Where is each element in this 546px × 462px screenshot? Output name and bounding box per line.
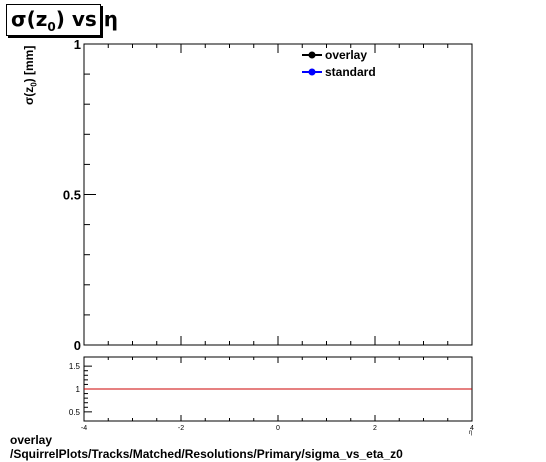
main-x-axis	[83, 44, 473, 345]
ratio-x-axis: -4 -2 0 2 4	[81, 357, 474, 432]
chart-title-box: σ(z0) vs η	[6, 4, 118, 36]
main-y-tick-label: 0	[74, 338, 81, 353]
ratio-y-tick-label: 1.5	[69, 362, 81, 371]
legend-item-standard: standard	[302, 65, 376, 79]
main-plot-frame	[83, 43, 473, 346]
ratio-x-tick-label: 0	[276, 425, 280, 432]
legend: overlay standard	[302, 48, 376, 79]
main-y-tick-label: 0.5	[63, 188, 81, 203]
chart-title: σ(z0) vs η	[11, 7, 118, 34]
legend-marker-standard	[308, 68, 316, 76]
footer-line-2: /SquirrelPlots/Tracks/Matched/Resolution…	[10, 447, 403, 461]
ratio-y-tick-label: 0.5	[69, 408, 81, 417]
x-axis-label-stub: η	[469, 430, 472, 436]
legend-label-overlay: overlay	[325, 48, 367, 62]
ratio-x-tick-label: -2	[178, 425, 184, 432]
ratio-x-tick-label: 2	[373, 425, 377, 432]
footer-line-1: overlay	[10, 433, 53, 447]
ratio-x-tick-label: -4	[81, 425, 87, 432]
main-y-axis: 00.51	[63, 37, 96, 353]
legend-item-overlay: overlay	[302, 48, 367, 62]
ratio-y-tick-label: 1	[76, 385, 81, 394]
ratio-x-tick-label: 4	[470, 425, 474, 432]
legend-marker-overlay	[308, 51, 316, 59]
main-y-tick-label: 1	[74, 37, 81, 52]
legend-label-standard: standard	[325, 65, 376, 79]
